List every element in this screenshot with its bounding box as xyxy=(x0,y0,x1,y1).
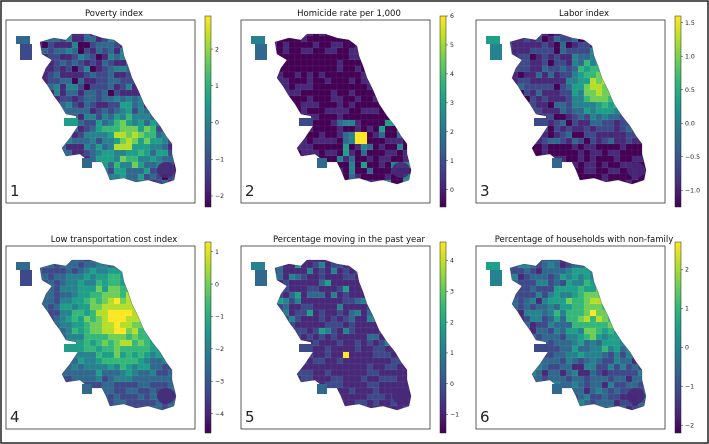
panel-3: Labor index 3 1.5 1.0 0.5 0.0 −0.5 −1.0 xyxy=(475,9,700,208)
colorbar-tick-label: −2 xyxy=(685,422,694,429)
panel-6: Percentage of households with non-family… xyxy=(475,235,694,434)
colorbar xyxy=(439,15,447,208)
colorbar xyxy=(674,15,682,208)
colorbar-tick-label: −3 xyxy=(215,378,224,385)
panel-number: 5 xyxy=(245,408,255,426)
colorbar-tick-label: 5 xyxy=(450,42,454,49)
panel-number: 2 xyxy=(245,182,255,200)
panel-1: Poverty index 1 2 1 0 −1 −2 xyxy=(5,9,224,208)
panel-number: 1 xyxy=(10,182,20,200)
colorbar xyxy=(204,15,212,208)
colorbar-tick-label: −1 xyxy=(215,156,224,163)
colorbar-tick-label: −2 xyxy=(215,193,224,200)
colorbar-tick-label: 2 xyxy=(450,319,454,326)
colorbar-tick-label: 0 xyxy=(450,381,454,388)
colorbar-tick-label: 3 xyxy=(450,288,454,295)
colorbar-tick-label: −2 xyxy=(215,346,224,353)
colorbar xyxy=(204,241,212,434)
panel-number: 3 xyxy=(480,182,490,200)
colorbar-tick-label: 1 xyxy=(450,158,454,165)
colorbar xyxy=(674,241,682,434)
panel-5: Percentage moving in the past year 5 4 3 2 1 0… xyxy=(240,235,459,434)
colorbar-tick-label: 1 xyxy=(685,305,689,312)
colorbar-tick-label: 0 xyxy=(215,281,219,288)
colorbar-tick-label: −1 xyxy=(215,314,224,321)
colorbar-tick-label: 1 xyxy=(450,350,454,357)
colorbar-tick-label: 1 xyxy=(215,83,219,90)
colorbar-tick-label: −1.0 xyxy=(685,187,700,194)
colorbar-tick-label: −4 xyxy=(215,411,224,418)
panel-title: Poverty index xyxy=(85,9,143,19)
colorbar-tick-label: 2 xyxy=(215,46,219,53)
colorbar-tick-label: 4 xyxy=(450,71,454,78)
colorbar-tick-label: 1.5 xyxy=(685,20,695,27)
panel-title: Labor index xyxy=(559,9,609,19)
panel-title: Homicide rate per 1,000 xyxy=(297,9,401,19)
colorbar-tick-label: 0.0 xyxy=(685,120,695,127)
colorbar xyxy=(439,241,447,434)
colorbar-tick-label: 1.0 xyxy=(685,53,695,60)
colorbar-tick-label: 4 xyxy=(450,258,454,265)
colorbar-tick-label: 1 xyxy=(215,249,219,256)
panel-title: Low transportation cost index xyxy=(51,235,178,245)
colorbar-tick-label: −1 xyxy=(685,383,694,390)
panel-4: Low transportation cost index 4 1 0 −1 −2 −3 −4 xyxy=(5,235,224,434)
colorbar-tick-label: 3 xyxy=(450,100,454,107)
colorbar-tick-label: 2 xyxy=(450,129,454,136)
panel-2: Homicide rate per 1,000 2 6 5 4 3 2 1 0 xyxy=(240,9,454,208)
colorbar-tick-label: 0 xyxy=(215,120,219,127)
colorbar-tick-label: −0.5 xyxy=(685,154,700,161)
colorbar-tick-label: −1 xyxy=(450,412,459,419)
colorbar-tick-label: 0 xyxy=(685,344,689,351)
panel-title: Percentage moving in the past year xyxy=(273,235,426,245)
panel-number: 4 xyxy=(10,408,20,426)
colorbar-tick-label: 6 xyxy=(450,13,454,20)
panel-number: 6 xyxy=(480,408,490,426)
colorbar-tick-label: 0.5 xyxy=(685,87,695,94)
panel-title: Percentage of households with non-family xyxy=(495,235,674,245)
colorbar-tick-label: 2 xyxy=(685,266,689,273)
colorbar-tick-label: 0 xyxy=(450,187,454,194)
